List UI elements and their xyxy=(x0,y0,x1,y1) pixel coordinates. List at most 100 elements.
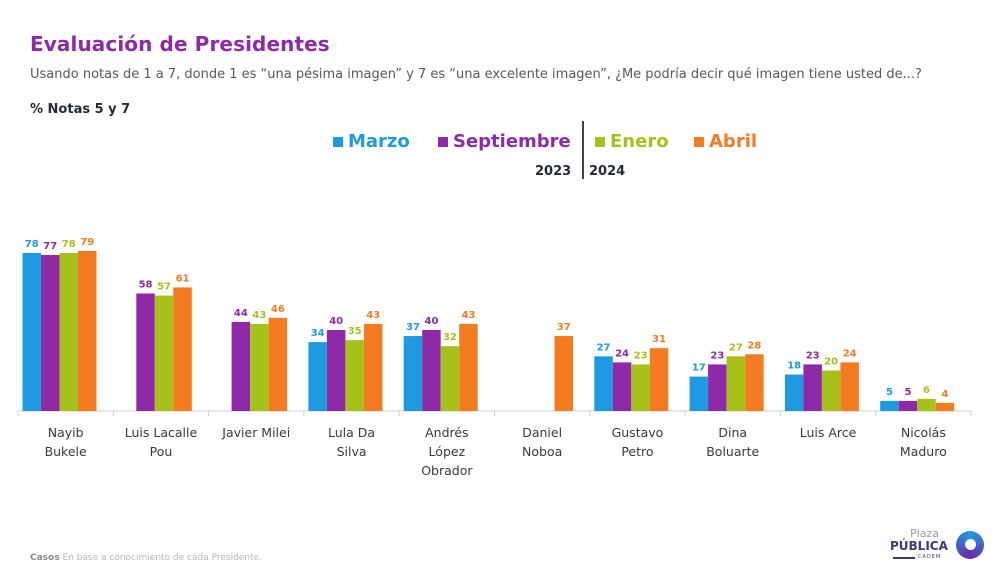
category-label: Nicolás Maduro xyxy=(900,425,947,459)
data-label: 17 xyxy=(692,363,706,374)
data-label: 35 xyxy=(348,326,362,337)
bar xyxy=(403,336,423,411)
legend-label: Abril xyxy=(709,131,758,152)
category-label: Luis Lacalle Pou xyxy=(125,425,198,459)
bar xyxy=(78,250,97,411)
footnote-text: En base a conocimiento de cada President… xyxy=(62,553,262,563)
data-label: 40 xyxy=(329,316,343,327)
bar xyxy=(708,364,727,411)
legend-label: Marzo xyxy=(348,131,410,152)
bar xyxy=(326,329,346,411)
data-label: 46 xyxy=(271,304,285,315)
legend-year-2024: 2024 xyxy=(589,164,626,179)
bar xyxy=(594,356,613,411)
bar xyxy=(803,364,822,411)
data-label: 57 xyxy=(157,282,171,293)
bar xyxy=(59,253,78,411)
unit-label: % Notas 5 y 7 xyxy=(30,102,131,117)
bar xyxy=(631,364,650,411)
bar xyxy=(345,340,364,411)
bar xyxy=(136,293,155,411)
category-label: Luis Arce xyxy=(800,425,857,440)
data-label: 44 xyxy=(234,308,248,319)
bar xyxy=(554,336,573,411)
bar xyxy=(154,295,174,411)
plaza-publica-logo: Plaza PÚBLICA CADEM xyxy=(890,527,990,567)
data-label: 4 xyxy=(941,389,948,400)
data-label: 6 xyxy=(923,385,930,396)
legend-swatch-icon xyxy=(438,136,448,147)
category-label: Dina Boluarte xyxy=(706,425,759,459)
legend-label: Septiembre xyxy=(453,131,571,152)
data-label: 5 xyxy=(904,387,911,398)
data-label: 32 xyxy=(443,332,457,343)
category-label: Andrés López Obrador xyxy=(421,425,473,478)
bar xyxy=(363,323,383,411)
data-label: 43 xyxy=(252,310,266,321)
data-label: 27 xyxy=(597,342,611,353)
data-label: 43 xyxy=(366,310,380,321)
bar xyxy=(308,342,327,411)
data-label: 27 xyxy=(729,342,743,353)
data-label: 37 xyxy=(406,322,420,333)
legend: Marzo Septiembre Enero Abril 2023 2024 xyxy=(0,131,1000,191)
legend-swatch-icon xyxy=(694,136,704,147)
legend-item-septiembre: Septiembre xyxy=(438,131,571,152)
data-label: 37 xyxy=(557,322,571,333)
data-label: 61 xyxy=(176,273,190,284)
logo-cadem-text: CADEM xyxy=(918,554,942,560)
data-label: 23 xyxy=(634,350,648,361)
legend-year-2023: 2023 xyxy=(535,164,572,179)
bar xyxy=(268,317,288,411)
data-label: 43 xyxy=(461,310,475,321)
bar xyxy=(935,402,955,411)
category-label: Nayib Bukele xyxy=(45,425,87,459)
data-label: 18 xyxy=(787,361,801,372)
category-label: Gustavo Petro xyxy=(612,425,664,459)
bar xyxy=(440,346,460,411)
bar xyxy=(422,329,441,411)
footnote-label: Casos xyxy=(30,553,60,563)
footnote: Casos En base a conocimiento de cada Pre… xyxy=(30,553,262,563)
bar xyxy=(726,356,746,411)
bar xyxy=(898,400,918,411)
bar xyxy=(917,398,936,411)
legend-item-abril: Abril xyxy=(694,131,757,152)
bar xyxy=(821,370,841,411)
bar xyxy=(612,362,632,411)
data-label: 77 xyxy=(43,241,57,252)
data-label: 78 xyxy=(62,239,76,250)
logo-underline xyxy=(893,557,915,559)
category-label: Lula Da Silva xyxy=(328,425,375,459)
legend-swatch-icon xyxy=(595,136,605,147)
logo-publica-text: PÚBLICA xyxy=(890,539,948,553)
data-label: 24 xyxy=(615,348,629,359)
data-label: 5 xyxy=(886,387,893,398)
bar xyxy=(745,354,764,411)
data-label: 58 xyxy=(139,280,153,291)
legend-item-enero: Enero xyxy=(595,131,669,152)
bar xyxy=(231,321,251,411)
data-label: 78 xyxy=(25,239,39,250)
bar xyxy=(22,253,41,411)
bar xyxy=(459,323,478,411)
bar xyxy=(41,255,60,411)
data-label: 23 xyxy=(806,350,820,361)
bar xyxy=(250,323,269,411)
bar xyxy=(880,400,899,411)
data-label: 24 xyxy=(843,348,857,359)
data-label: 34 xyxy=(311,328,325,339)
speech-bubble-icon xyxy=(956,531,984,559)
data-label: 23 xyxy=(710,350,724,361)
question-text: Usando notas de 1 a 7, donde 1 es “una p… xyxy=(30,67,922,82)
data-label: 28 xyxy=(747,340,761,351)
legend-swatch-icon xyxy=(333,136,343,147)
category-label: Javier Milei xyxy=(221,425,290,440)
legend-item-marzo: Marzo xyxy=(333,131,410,152)
page-title: Evaluación de Presidentes xyxy=(30,32,330,56)
bar xyxy=(784,374,804,411)
bar xyxy=(173,287,192,411)
legend-year-divider xyxy=(582,121,584,179)
bar xyxy=(649,348,669,411)
